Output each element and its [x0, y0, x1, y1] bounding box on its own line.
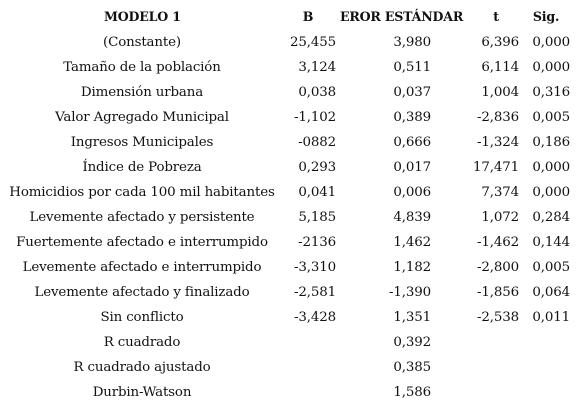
table-row: Homicidios por cada 100 mil habitantes 0…: [0, 180, 578, 205]
t-value: -2,836: [477, 110, 519, 125]
variable-name: Levemente afectado e interrumpido: [22, 260, 262, 275]
variable-name: Fuertemente afectado e interrumpido: [16, 235, 268, 250]
table-row: Dimensión urbana 0,038 0,037 1,004 0,316: [0, 80, 578, 105]
variable-name: R cuadrado: [103, 335, 181, 350]
table-row: Levemente afectado y finalizado -2,581 -…: [0, 280, 578, 305]
b-value: -3,428: [294, 310, 336, 325]
table-row: Levemente afectado y persistente 5,185 4…: [0, 205, 578, 230]
t-value: 6,396: [481, 35, 519, 50]
table-row: Levemente afectado e interrumpido -3,310…: [0, 255, 578, 280]
b-value: 0,293: [298, 160, 336, 175]
b-value: 5,185: [298, 210, 336, 225]
se-value: 0,006: [393, 185, 431, 200]
se-value: 1,586: [393, 385, 431, 400]
variable-name: Homicidios por cada 100 mil habitantes: [9, 185, 275, 200]
table-row: Valor Agregado Municipal -1,102 0,389 -2…: [0, 105, 578, 130]
table-row: Fuertemente afectado e interrumpido -213…: [0, 230, 578, 255]
b-value: 3,124: [298, 60, 336, 75]
header-standard-error: EROR ESTÁNDAR: [340, 9, 464, 24]
se-value: 1,182: [393, 260, 431, 275]
sig-value: 0,144: [532, 235, 570, 250]
variable-name: Valor Agregado Municipal: [55, 110, 229, 125]
t-value: -2,538: [477, 310, 519, 325]
t-value: 6,114: [481, 60, 519, 75]
se-value: 0,037: [393, 85, 431, 100]
sig-value: 0,005: [532, 260, 570, 275]
se-value: 0,666: [393, 135, 431, 150]
se-value: 1,462: [393, 235, 431, 250]
b-value: -2,581: [294, 285, 336, 300]
variable-name: Ingresos Municipales: [70, 135, 214, 150]
t-value: 7,374: [481, 185, 519, 200]
table-row: R cuadrado ajustado 0,385: [0, 355, 578, 380]
table-row: Ingresos Municipales -0882 0,666 -1,324 …: [0, 130, 578, 155]
se-value: 0,392: [393, 335, 431, 350]
se-value: 0,389: [393, 110, 431, 125]
header-t: t: [493, 9, 499, 24]
b-value: -3,310: [294, 260, 336, 275]
table-row: Tamaño de la población 3,124 0,511 6,114…: [0, 55, 578, 80]
t-value: -2,800: [477, 260, 519, 275]
sig-value: 0,000: [532, 35, 570, 50]
variable-name: Levemente afectado y finalizado: [34, 285, 250, 300]
se-value: 0,511: [393, 60, 431, 75]
header-sig: Sig.: [532, 9, 560, 24]
b-value: -1,102: [294, 110, 336, 125]
b-value: 0,041: [298, 185, 336, 200]
table-header-row: MODELO 1 B EROR ESTÁNDAR t Sig.: [0, 4, 578, 30]
table-row: Durbin-Watson 1,586: [0, 380, 578, 405]
table-row: Sin conflicto -3,428 1,351 -2,538 0,011: [0, 305, 578, 330]
b-value: -0882: [298, 135, 336, 150]
se-value: 0,017: [393, 160, 431, 175]
sig-value: 0,284: [532, 210, 570, 225]
variable-name: R cuadrado ajustado: [73, 360, 211, 375]
table-row: (Constante) 25,455 3,980 6,396 0,000: [0, 30, 578, 55]
se-value: 1,351: [393, 310, 431, 325]
se-value: 0,385: [393, 360, 431, 375]
sig-value: 0,316: [532, 85, 570, 100]
table-row: R cuadrado 0,392: [0, 330, 578, 355]
se-value: 4,839: [393, 210, 431, 225]
b-value: 25,455: [290, 35, 336, 50]
sig-value: 0,064: [532, 285, 570, 300]
b-value: -2136: [298, 235, 336, 250]
t-value: 1,072: [481, 210, 519, 225]
variable-name: Índice de Pobreza: [82, 160, 202, 175]
header-model: MODELO 1: [104, 9, 181, 24]
variable-name: (Constante): [103, 35, 181, 50]
sig-value: 0,000: [532, 160, 570, 175]
variable-name: Sin conflicto: [100, 310, 184, 325]
regression-table: MODELO 1 B EROR ESTÁNDAR t Sig. (Constan…: [0, 4, 578, 405]
variable-name: Levemente afectado y persistente: [29, 210, 255, 225]
sig-value: 0,000: [532, 60, 570, 75]
t-value: -1,856: [477, 285, 519, 300]
table-row: Índice de Pobreza 0,293 0,017 17,471 0,0…: [0, 155, 578, 180]
t-value: -1,462: [477, 235, 519, 250]
sig-value: 0,186: [532, 135, 570, 150]
sig-value: 0,000: [532, 185, 570, 200]
se-value: -1,390: [389, 285, 431, 300]
b-value: 0,038: [298, 85, 336, 100]
sig-value: 0,011: [532, 310, 570, 325]
se-value: 3,980: [393, 35, 431, 50]
variable-name: Durbin-Watson: [92, 385, 192, 400]
variable-name: Dimensión urbana: [80, 85, 204, 100]
t-value: 1,004: [481, 85, 519, 100]
t-value: -1,324: [477, 135, 519, 150]
header-b: B: [302, 9, 314, 24]
variable-name: Tamaño de la población: [63, 60, 221, 75]
sig-value: 0,005: [532, 110, 570, 125]
t-value: 17,471: [473, 160, 519, 175]
